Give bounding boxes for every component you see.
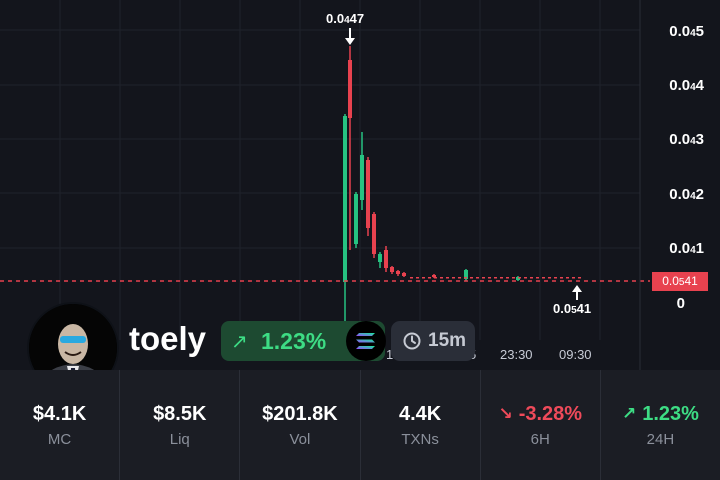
high-marker-arrow-icon [345, 28, 355, 45]
stat-value: $4.1K [32, 402, 87, 425]
y-axis-label: 0 [676, 295, 685, 312]
candle-body [488, 277, 491, 279]
candle-body [366, 160, 370, 228]
candle-body [500, 277, 503, 279]
candle-body [402, 273, 406, 276]
stat-label: Liq [169, 430, 190, 448]
candle-body [416, 277, 419, 279]
stat-liquidity: $8.5K Liq [119, 370, 239, 480]
low-price-marker: 0.0541 [553, 301, 592, 316]
candle-body [434, 277, 437, 279]
candle-body [458, 277, 461, 279]
candle-body [578, 277, 581, 279]
candle-body [396, 271, 400, 274]
y-axis-label: 0.043 [669, 131, 704, 148]
candle-body [432, 275, 436, 277]
candle-body [560, 277, 563, 279]
stat-value-text: -3.28% [518, 402, 583, 425]
stat-value-text: 1.23% [642, 402, 699, 425]
candle-body [482, 277, 485, 279]
stat-value: $201.8K [262, 402, 338, 425]
stat-value: ↘ -3.28% [498, 403, 582, 426]
low-marker-arrow-icon [572, 285, 582, 300]
candle-body [476, 277, 479, 279]
candle-body [354, 194, 358, 244]
stat-transactions: 4.4K TXNs [359, 370, 480, 480]
y-axis-label: 0.042 [669, 186, 704, 203]
x-axis-label: 09:30 [559, 347, 592, 362]
stats-bar: $4.1K MC $8.5K Liq $201.8K Vol 4.4K TXNs… [0, 370, 720, 480]
candle-body [494, 277, 497, 279]
stat-label: 6H [530, 430, 550, 448]
candle-body [384, 250, 388, 268]
price-change-value: 1.23% [261, 327, 327, 354]
candle-body [343, 116, 347, 282]
stat-change-24h: ↗ 1.23% 24H [599, 370, 720, 480]
candle-body [464, 277, 467, 279]
stat-label: MC [47, 430, 72, 448]
candle-body [390, 267, 394, 272]
candle-body [548, 277, 551, 279]
candle-body [428, 277, 431, 279]
interval-selector[interactable]: 15m [391, 321, 475, 361]
candle-body [446, 277, 449, 279]
candle-body [422, 277, 425, 279]
y-axis-label: 0.041 [669, 240, 704, 257]
candlestick-chart[interactable] [0, 0, 720, 370]
y-axis-label: 0.045 [669, 23, 704, 40]
candle-body [360, 155, 364, 200]
stat-change-6h: ↘ -3.28% 6H [479, 370, 600, 480]
interval-value: 15m [428, 330, 467, 351]
candle-body [470, 277, 473, 279]
candle-body [554, 277, 557, 279]
candle-body [536, 277, 539, 279]
clock-icon [403, 332, 421, 350]
candle-body [372, 214, 376, 254]
solana-icon [346, 321, 386, 361]
high-price-marker: 0.0447 [326, 11, 365, 26]
stat-value: ↗ 1.23% [622, 403, 699, 426]
chart-grid [0, 0, 640, 340]
stat-label: TXNs [401, 430, 439, 448]
token-name: toely [129, 320, 207, 357]
candle-body [440, 277, 443, 279]
arrow-down-right-icon: ↘ [498, 404, 513, 423]
y-axis-label: 0.044 [669, 77, 704, 94]
candle-body [464, 270, 468, 279]
arrow-up-right-icon: ↗ [231, 330, 248, 353]
stat-value: 4.4K [398, 402, 442, 425]
x-axis-label: 23:30 [500, 347, 533, 362]
stat-market-cap: $4.1K MC [0, 370, 119, 480]
candles [343, 46, 581, 340]
stat-volume: $201.8K Vol [239, 370, 359, 480]
candle-body [378, 254, 382, 262]
candle-body [572, 277, 575, 279]
stat-label: Vol [289, 430, 311, 448]
candle-body [506, 277, 509, 279]
candle-body [530, 277, 533, 279]
candle-body [348, 60, 352, 118]
candle-body [512, 277, 515, 279]
stat-label: 24H [646, 430, 675, 448]
candle-body [518, 277, 521, 279]
arrow-up-right-icon: ↗ [621, 404, 637, 423]
current-price-badge: 0.0541 [652, 272, 708, 291]
candle-body [410, 277, 413, 279]
price-chart[interactable]: 0.045 0.044 0.043 0.042 0.041 0 0.0541 0… [0, 0, 720, 370]
stat-value: $8.5K [153, 402, 207, 425]
candle-body [566, 277, 569, 279]
candle-body [542, 277, 545, 279]
candle-body [524, 277, 527, 279]
candle-body [452, 277, 455, 279]
